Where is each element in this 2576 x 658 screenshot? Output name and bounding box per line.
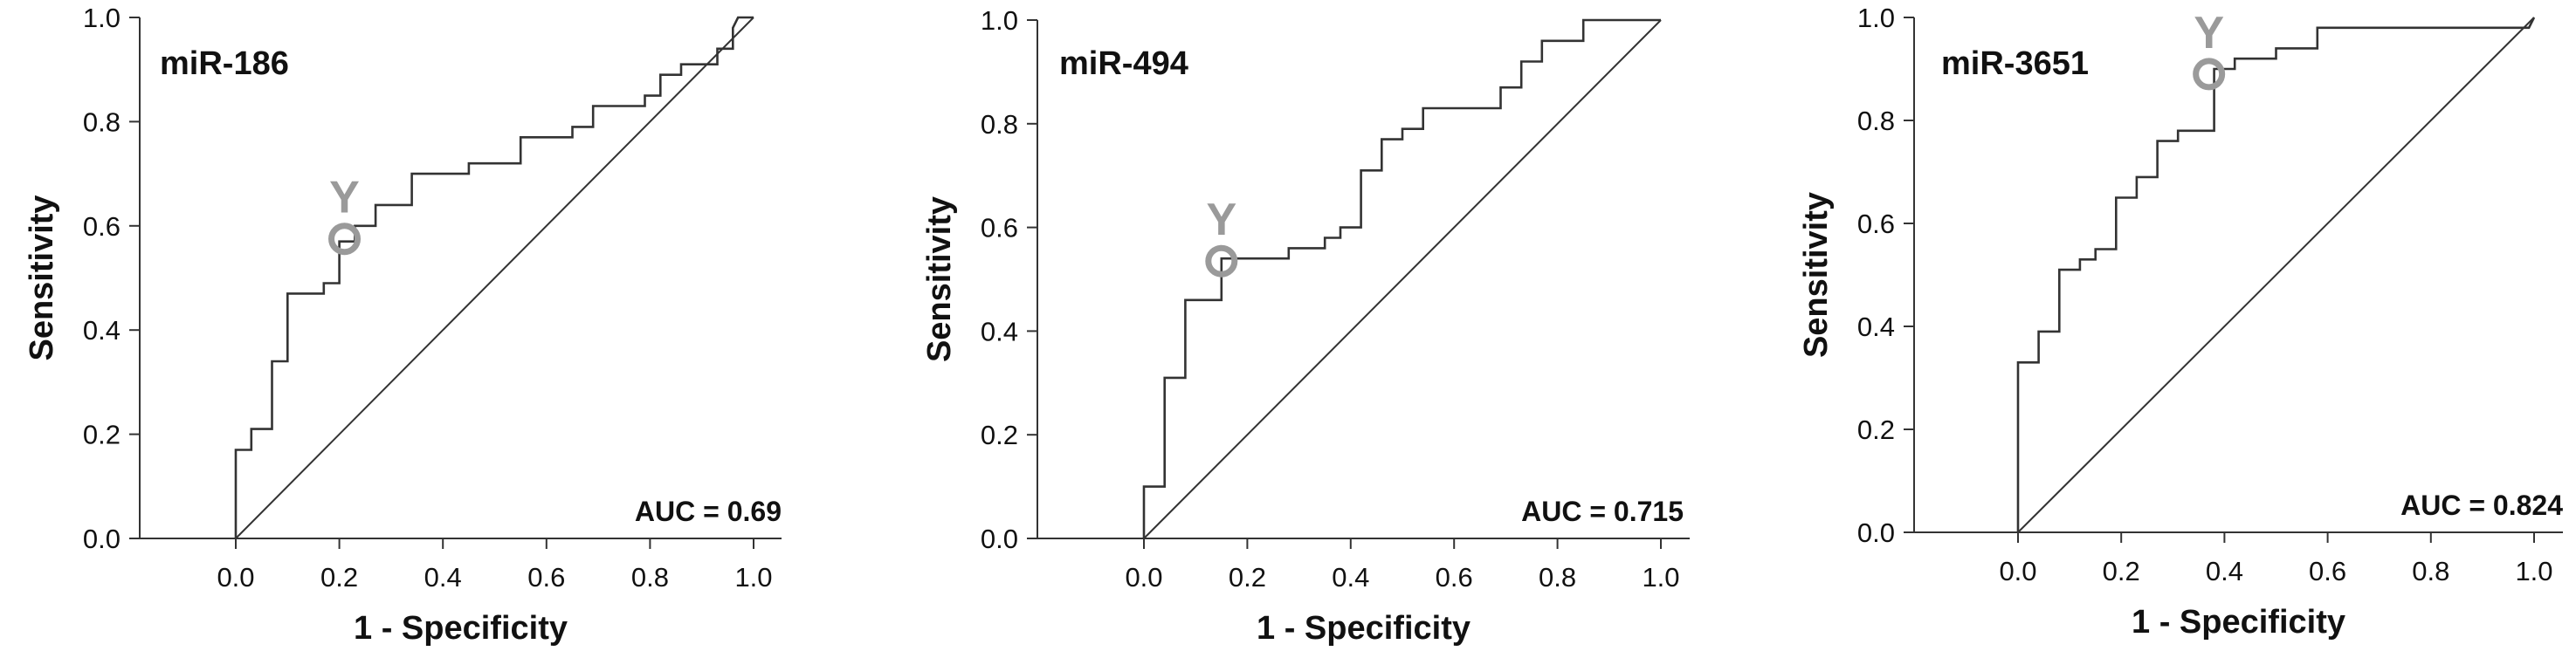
- panel-title: miR-3651: [1941, 45, 2089, 82]
- y-tick-label: 0.0: [83, 524, 121, 554]
- y-tick-label: 0.2: [83, 420, 121, 450]
- y-tick-label: 0.8: [981, 109, 1018, 140]
- roc-curve: [1142, 18, 1661, 538]
- x-tick-label: 0.8: [1539, 562, 1576, 593]
- x-axis-label: 1 - Specificity: [2132, 604, 2345, 641]
- y-tick-label: 1.0: [1857, 3, 1895, 33]
- auc-annotation: AUC = 0.69: [635, 496, 782, 527]
- x-tick-label: 0.0: [1125, 562, 1162, 593]
- y-tick-label: 0.6: [83, 211, 121, 242]
- x-tick-label: 1.0: [2515, 556, 2552, 586]
- optimal-cutoff-marker: [1205, 244, 1238, 278]
- x-tick-label: 0.4: [1332, 562, 1369, 593]
- x-tick-label: 0.6: [1436, 562, 1473, 593]
- optimal-cutoff-label: Y: [329, 173, 360, 223]
- y-tick-label: 0.6: [1857, 209, 1895, 239]
- y-tick-label: 1.0: [981, 5, 1018, 36]
- x-tick-label: 1.0: [1642, 562, 1679, 593]
- y-tick-label: 0.2: [981, 420, 1018, 450]
- x-tick-label: 0.0: [1999, 556, 2036, 586]
- x-tick-label: 0.4: [2206, 556, 2243, 586]
- auc-annotation: AUC = 0.824: [2400, 490, 2563, 521]
- x-tick-label: 0.2: [1229, 562, 1266, 593]
- optimal-cutoff-label: Y: [1206, 195, 1236, 245]
- y-tick-label: 0.4: [981, 316, 1018, 346]
- optimal-cutoff-label: Y: [2194, 8, 2224, 58]
- x-axis-label: 1 - Specificity: [1257, 610, 1471, 647]
- x-tick-label: 0.8: [631, 562, 669, 593]
- x-tick-label: 0.6: [527, 562, 565, 593]
- reference-diagonal: [2017, 17, 2535, 533]
- y-tick-label: 0.4: [1857, 312, 1895, 342]
- y-tick-label: 0.8: [83, 106, 121, 137]
- roc-panel-3: 0.0 0.2 0.4 0.6 0.8 1.0 0.0 0.2 0.4 0.6 0.8 1.0 1 - …: [1798, 3, 2563, 641]
- panel-title: miR-186: [160, 45, 289, 82]
- y-axis-label: Sensitivity: [921, 196, 958, 362]
- roc-curve: [234, 16, 754, 538]
- optimal-cutoff-marker: [2193, 58, 2226, 91]
- x-tick-label: 0.4: [424, 562, 462, 593]
- panel-title: miR-494: [1059, 45, 1188, 82]
- x-tick-label: 1.0: [734, 562, 772, 593]
- roc-panel-2: 0.0 0.2 0.4 0.6 0.8 1.0 0.0 0.2 0.4 0.6 0.8 1.0 1 - …: [921, 5, 1690, 647]
- reference-diagonal: [1143, 19, 1662, 539]
- x-tick-label: 0.2: [2103, 556, 2140, 586]
- y-tick-label: 0.4: [83, 315, 121, 346]
- x-tick-label: 0.2: [320, 562, 358, 593]
- optimal-cutoff-marker: [328, 223, 362, 256]
- y-tick-label: 0.8: [1857, 106, 1895, 136]
- y-axis-label: Sensitivity: [1798, 192, 1835, 358]
- reference-diagonal: [235, 17, 754, 539]
- y-tick-label: 0.6: [981, 213, 1018, 243]
- x-axis-label: 1 - Specificity: [354, 610, 568, 647]
- x-tick-label: 0.6: [2309, 556, 2346, 586]
- x-tick-label: 0.8: [2412, 556, 2449, 586]
- y-tick-label: 0.0: [1857, 517, 1895, 548]
- y-tick-label: 0.2: [1857, 415, 1895, 445]
- y-axis-label: Sensitivity: [24, 195, 60, 360]
- roc-panel-1: 0.0 0.2 0.4 0.6 0.8 1.0 0.0 0.2 0.4 0.6 0.8 1.0 1 - …: [24, 3, 782, 647]
- auc-annotation: AUC = 0.715: [1521, 496, 1684, 527]
- y-tick-label: 1.0: [83, 3, 121, 33]
- x-tick-label: 0.0: [217, 562, 254, 593]
- y-tick-label: 0.0: [981, 524, 1018, 554]
- roc-curve: [2016, 17, 2536, 532]
